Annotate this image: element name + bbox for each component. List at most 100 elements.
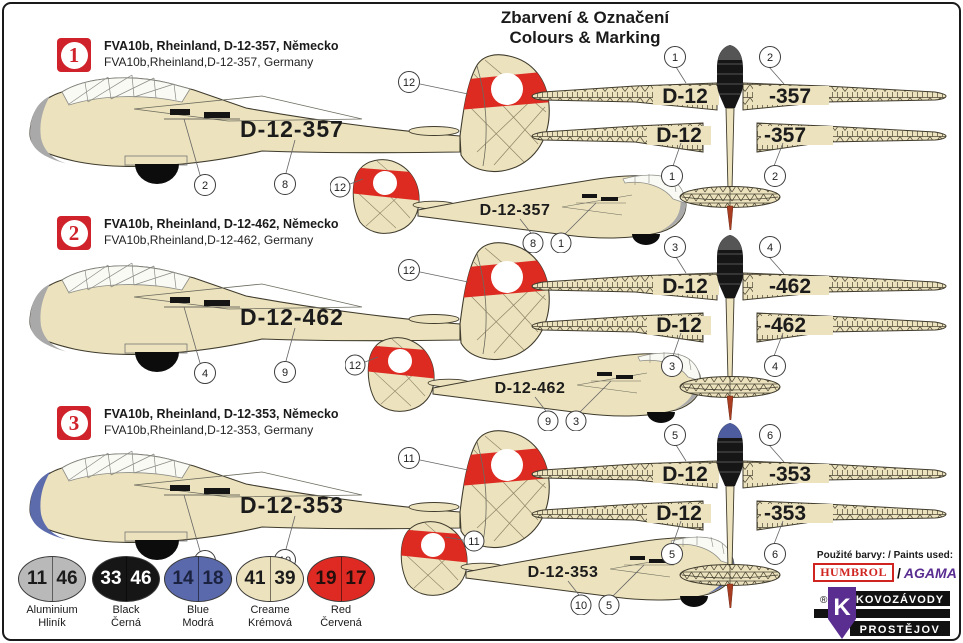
callout-top-left: 1 [664,46,687,84]
wing-code-right-upper: -357 [769,85,811,108]
svg-text:12: 12 [403,77,415,89]
svg-text:1: 1 [672,52,678,64]
svg-text:4: 4 [772,361,778,373]
paint-number-left: 41 [241,557,271,601]
svg-text:9: 9 [282,367,288,379]
tail-fin [459,54,550,172]
svg-text:10: 10 [575,600,587,612]
svg-text:11: 11 [403,453,414,465]
callout-large-fin: 12 [398,259,469,283]
callout-large-spoiler: 2 [183,118,216,196]
k-shield [828,587,856,639]
pod-nose-tip [718,45,742,60]
scheme-2-title-en: FVA10b,Rheinland,D-12-462, Germany [104,232,314,247]
tail-skid [726,205,734,230]
scheme-1-title-en: FVA10b,Rheinland,D-12-357, Germany [104,54,314,69]
maker-name-line2: PROSTĚJOV [860,623,941,636]
wing-code-left-upper: D-12 [662,275,708,298]
upper-wings: D-12 -462 [531,272,947,301]
kovozavody-prostejov-logo: ® K KOVOZÁVODY PROSTĚJOV [814,587,950,639]
agama-logo: AGAMA [903,564,957,581]
tailplane-edge [408,314,460,324]
wing-code-left-lower: D-12 [656,314,702,337]
callout-large-fin: 11 [398,447,469,471]
wing-code-left-upper: D-12 [662,85,708,108]
svg-text:12: 12 [403,265,415,277]
maker-name-line1: KOVOZÁVODY [856,593,944,606]
scheme-1-title-cz: FVA10b, Rheinland, D-12-357, Německo [104,39,339,53]
spoiler [597,372,612,376]
wing-code-right-lower: -357 [764,124,806,147]
wing-root-fairing [133,471,363,498]
wing-code-left-lower: D-12 [656,502,702,525]
registration-large: D-12-353 [240,492,344,518]
wing-code-right-upper: -353 [769,463,811,486]
upper-wings: D-12 -357 [531,82,947,111]
paint-number-right: 18 [202,568,224,589]
fuselage [29,74,461,184]
callout-bottom-right: 4 [764,332,786,377]
svg-text:3: 3 [573,416,579,428]
wheel [632,234,660,245]
lower-wings: D-12 -353 [531,500,947,531]
fin-band-circle [491,449,523,481]
callout-top-left: 5 [664,424,687,462]
svg-text:5: 5 [669,549,675,561]
callout-top-left: 3 [664,236,687,274]
spoiler [204,488,230,494]
fin-band-circle [421,533,445,557]
svg-text:3: 3 [672,242,678,254]
spoiler [630,556,645,560]
fuselage [29,450,461,560]
wing-code-left-upper: D-12 [662,463,708,486]
scheme-2-title-cz: FVA10b, Rheinland, D-12-462, Německo [104,217,339,231]
svg-text:6: 6 [772,549,778,561]
scheme-3-badge: 3 [57,406,91,440]
swatch-cream: 41 39 Creame Krémová [232,556,308,629]
scheme-3-title-en: FVA10b,Rheinland,D-12-353, Germany [104,422,314,437]
fuselage [417,174,687,245]
tailplane-edge [408,126,460,136]
svg-text:2: 2 [202,180,208,192]
humbrol-logo: HUMBROL [813,563,895,582]
callout-small-registration: 9 [534,396,559,431]
tail-skid [726,395,734,420]
side-view-large-scheme-1: D-12-357 2 8 12 [29,54,550,196]
scheme-2-number: 2 [68,220,80,245]
svg-text:8: 8 [282,179,288,191]
svg-text:1: 1 [669,171,675,183]
callout-large-spoiler: 4 [183,306,216,384]
callout-small-registration: 10 [567,580,592,615]
paint-number-right: 39 [274,568,296,589]
svg-text:5: 5 [672,430,678,442]
side-view-large-scheme-3: D-12-353 6 10 11 [29,430,550,572]
callout-bottom-left: 3 [661,332,683,377]
scheme-3-number: 3 [68,410,80,435]
svg-text:12: 12 [349,360,361,372]
nose-cap [673,362,701,410]
wheel [135,164,179,184]
swatch-label: Red Červená [320,604,362,629]
wheel [135,540,179,560]
swatch-ellipse: 33 46 [92,556,160,602]
callout-top-right: 6 [759,424,785,463]
callout-small-registration: 8 [519,218,544,253]
paint-number-left: 33 [97,557,127,601]
spoiler [582,194,597,198]
wing-code-right-lower: -462 [764,314,806,337]
spoiler [170,109,190,115]
callout-small-spoiler: 1 [550,202,597,253]
spoiler [616,375,633,379]
scheme-1-header: 1 FVA10b, Rheinland, D-12-357, Německo F… [57,38,339,72]
fin-band-circle [373,171,397,195]
swatch-label: Aluminium Hliník [26,604,78,629]
tailplane [679,376,781,420]
swatch-ellipse: 19 17 [307,556,375,602]
svg-text:1: 1 [558,238,564,250]
side-view-small-scheme-2: D-12-462 12 9 3 [345,337,702,431]
swatch-ellipse: 11 46 [18,556,86,602]
tail-boom [725,297,735,381]
registration-small: D-12-462 [495,380,566,397]
top-view-scheme-2: D-12 -462 D-12 -462 3 4 [531,235,947,420]
upper-wings: D-12 -353 [531,460,947,489]
